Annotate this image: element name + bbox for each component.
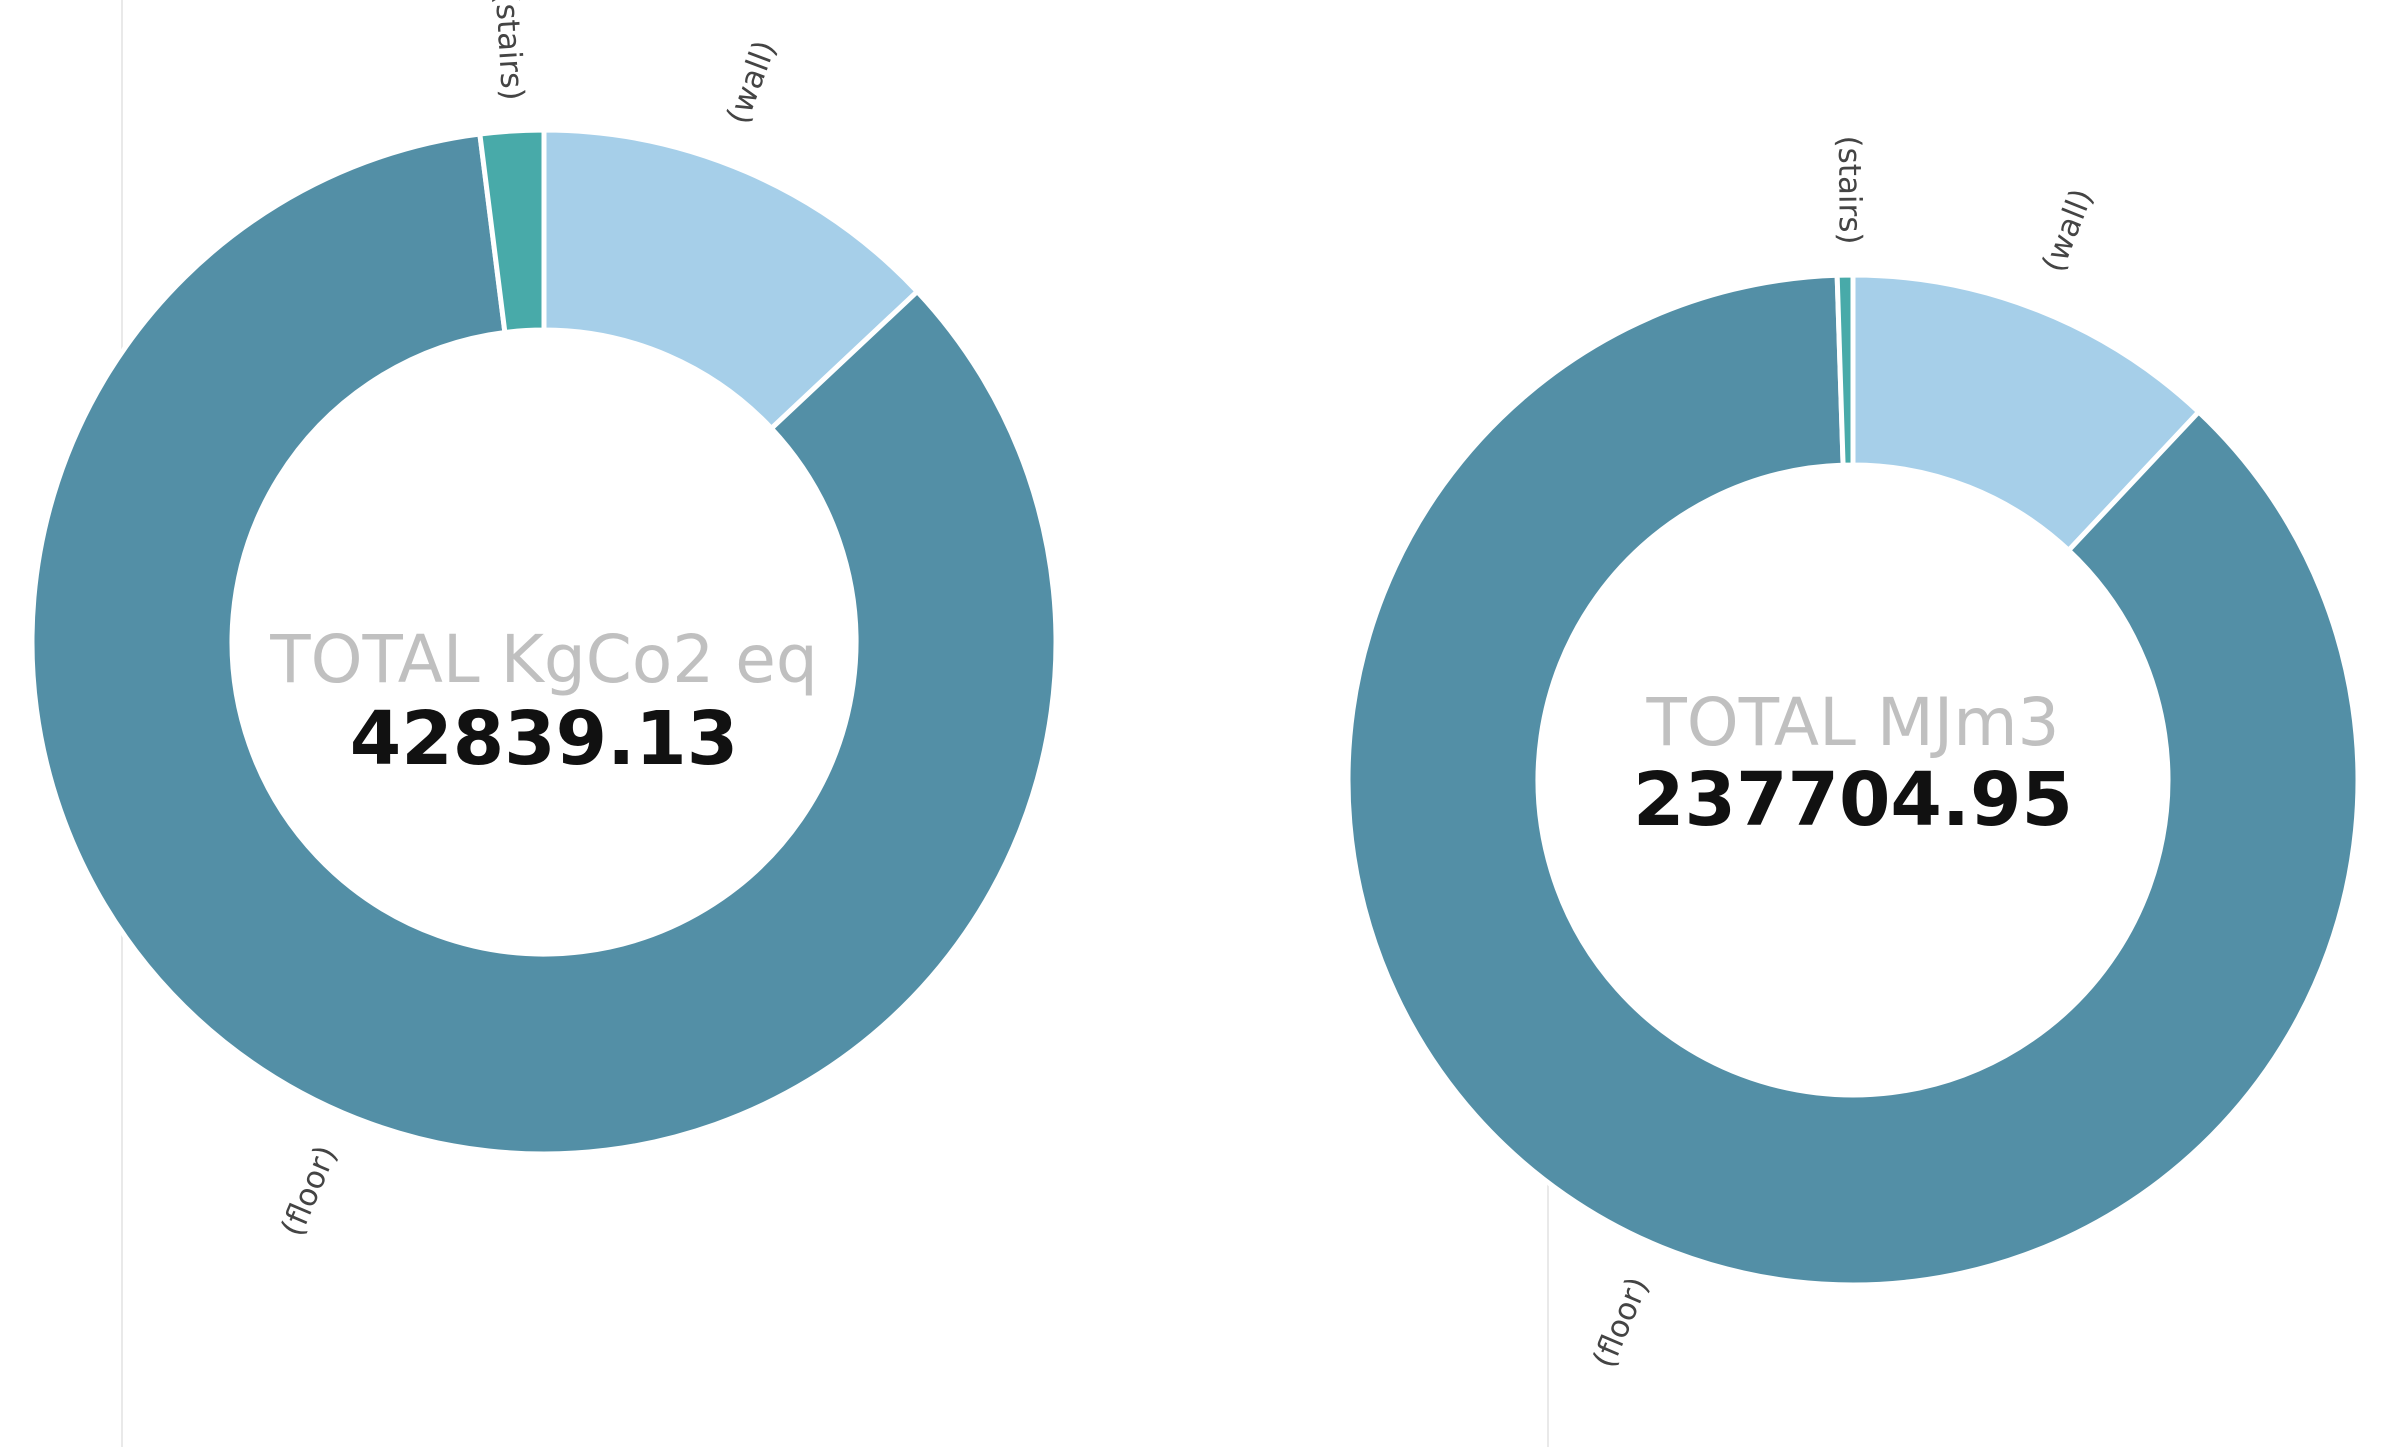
donut-chart-kgco2: (wall) (floor) (stairs) TOTAL KgCo2 eq42839… xyxy=(29,0,1059,1241)
slice-label-floor: (floor) xyxy=(274,1140,344,1241)
center-title: TOTAL KgCo2 eq xyxy=(269,621,817,698)
donut-slice-stairs[interactable] xyxy=(477,127,547,336)
slice-label-stairs: (stairs) xyxy=(1831,135,1868,244)
center-total-value: 42839.13 xyxy=(350,696,739,782)
slice-label-wall: (wall) xyxy=(720,36,784,129)
center-total-value: 237704.95 xyxy=(1633,757,2073,843)
donut-slice-stairs[interactable] xyxy=(1834,272,1856,468)
slice-label-wall: (wall) xyxy=(2035,184,2100,277)
center-title: TOTAL MJm3 xyxy=(1645,684,2059,761)
donut-slice-floor[interactable] xyxy=(1345,272,2361,1288)
donut-slice-floor[interactable] xyxy=(29,131,1059,1157)
slice-label-stairs: (stairs) xyxy=(488,0,531,102)
donut-slice-wall[interactable] xyxy=(541,127,921,432)
slice-label-floor: (floor) xyxy=(1586,1272,1656,1373)
